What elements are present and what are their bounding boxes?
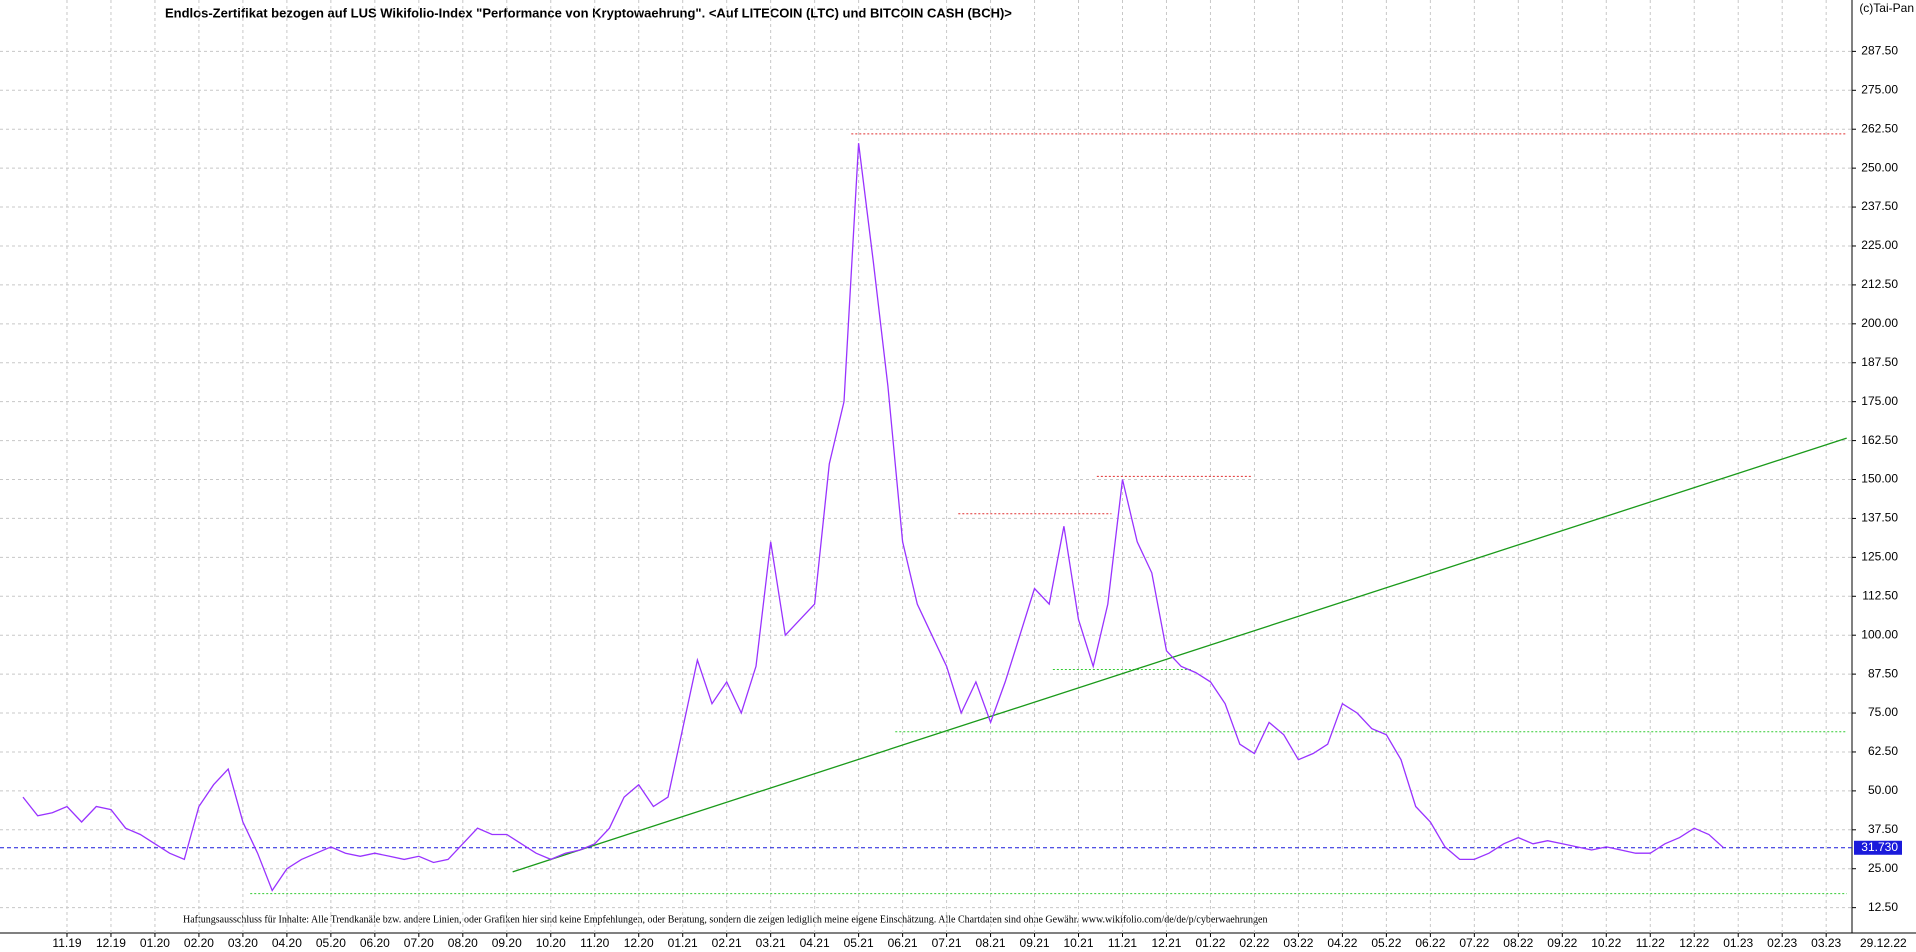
y-tick-label: 50.00 xyxy=(1868,783,1898,797)
y-tick-label: 87.50 xyxy=(1868,666,1898,680)
x-tick-label: 03.23 xyxy=(1811,936,1841,950)
x-tick-label: 07.21 xyxy=(932,936,962,950)
x-tick-label: 07.20 xyxy=(404,936,434,950)
x-tick-label: 09.21 xyxy=(1020,936,1050,950)
x-tick-label: 12.19 xyxy=(96,936,126,950)
x-tick-label: 03.20 xyxy=(228,936,258,950)
x-tick-label: 10.20 xyxy=(536,936,566,950)
y-tick-label: 250.00 xyxy=(1861,160,1898,174)
x-tick-label: 02.21 xyxy=(712,936,742,950)
y-tick-label: 162.50 xyxy=(1861,433,1898,447)
trend-line xyxy=(512,437,1847,873)
y-tick-label: 262.50 xyxy=(1861,121,1898,135)
x-tick-label: 09.22 xyxy=(1547,936,1577,950)
x-tick-label: 07.22 xyxy=(1459,936,1489,950)
x-tick-label: 02.22 xyxy=(1239,936,1269,950)
x-tick-label: 11.21 xyxy=(1108,936,1137,950)
x-tick-label: 01.23 xyxy=(1723,936,1753,950)
y-tick-label: 100.00 xyxy=(1861,627,1898,641)
y-tick-label: 175.00 xyxy=(1861,394,1898,408)
y-tick-label: 187.50 xyxy=(1861,355,1898,369)
y-tick-label: 225.00 xyxy=(1861,238,1898,252)
y-tick-label: 137.50 xyxy=(1861,511,1898,525)
y-tick-label: 25.00 xyxy=(1868,861,1898,875)
x-tick-label: 11.19 xyxy=(52,936,81,950)
last-price-box xyxy=(1854,840,1902,855)
y-tick-label: 237.50 xyxy=(1861,199,1898,213)
y-tick-label: 112.50 xyxy=(1862,588,1898,602)
x-tick-label: 01.21 xyxy=(668,936,698,950)
price-line xyxy=(22,143,1725,892)
x-tick-label: 04.21 xyxy=(800,936,830,950)
x-tick-label: 02.20 xyxy=(184,936,214,950)
disclaimer: Haftungsausschluss für Inhalte: Alle Tre… xyxy=(183,914,1268,925)
x-tick-label: 08.22 xyxy=(1503,936,1533,950)
x-tick-label: 10.21 xyxy=(1064,936,1094,950)
x-tick-label: 08.21 xyxy=(976,936,1006,950)
y-tick-label: 212.50 xyxy=(1861,277,1898,291)
x-tick-label: 05.20 xyxy=(316,936,346,950)
x-tick-label: 02.23 xyxy=(1767,936,1797,950)
x-tick-label: 01.20 xyxy=(140,936,170,950)
date-label: 29.12.22 xyxy=(1860,936,1907,950)
x-tick-label: 03.21 xyxy=(756,936,786,950)
x-tick-label: 06.21 xyxy=(888,936,918,950)
x-tick-label: 01.22 xyxy=(1195,936,1225,950)
y-tick-label: 62.50 xyxy=(1868,744,1898,758)
x-tick-label: 10.22 xyxy=(1591,936,1621,950)
x-tick-label: 05.21 xyxy=(844,936,874,950)
x-tick-label: 06.20 xyxy=(360,936,390,950)
y-tick-label: 150.00 xyxy=(1861,472,1898,486)
x-tick-label: 04.20 xyxy=(272,936,302,950)
y-tick-label: 125.00 xyxy=(1861,550,1898,564)
chart-title: Endlos-Zertifikat bezogen auf LUS Wikifo… xyxy=(165,5,1012,20)
y-tick-label: 287.50 xyxy=(1861,44,1898,58)
x-tick-label: 04.22 xyxy=(1327,936,1357,950)
x-tick-label: 12.22 xyxy=(1679,936,1709,950)
x-tick-label: 06.22 xyxy=(1415,936,1445,950)
y-tick-label: 37.50 xyxy=(1868,822,1898,836)
x-tick-label: 11.22 xyxy=(1636,936,1665,950)
x-tick-label: 12.21 xyxy=(1151,936,1181,950)
copyright: (c)Tai-Pan xyxy=(1859,1,1914,15)
last-price-label: 31.730 xyxy=(1861,840,1898,854)
x-tick-label: 09.20 xyxy=(492,936,522,950)
x-tick-label: 08.20 xyxy=(448,936,478,950)
x-tick-label: 11.20 xyxy=(580,936,609,950)
x-tick-label: 03.22 xyxy=(1283,936,1313,950)
y-tick-label: 75.00 xyxy=(1868,705,1898,719)
y-tick-label: 275.00 xyxy=(1861,82,1898,96)
x-tick-label: 12.20 xyxy=(624,936,654,950)
x-tick-label: 05.22 xyxy=(1371,936,1401,950)
y-tick-label: 12.50 xyxy=(1868,900,1898,914)
y-tick-label: 200.00 xyxy=(1861,316,1898,330)
